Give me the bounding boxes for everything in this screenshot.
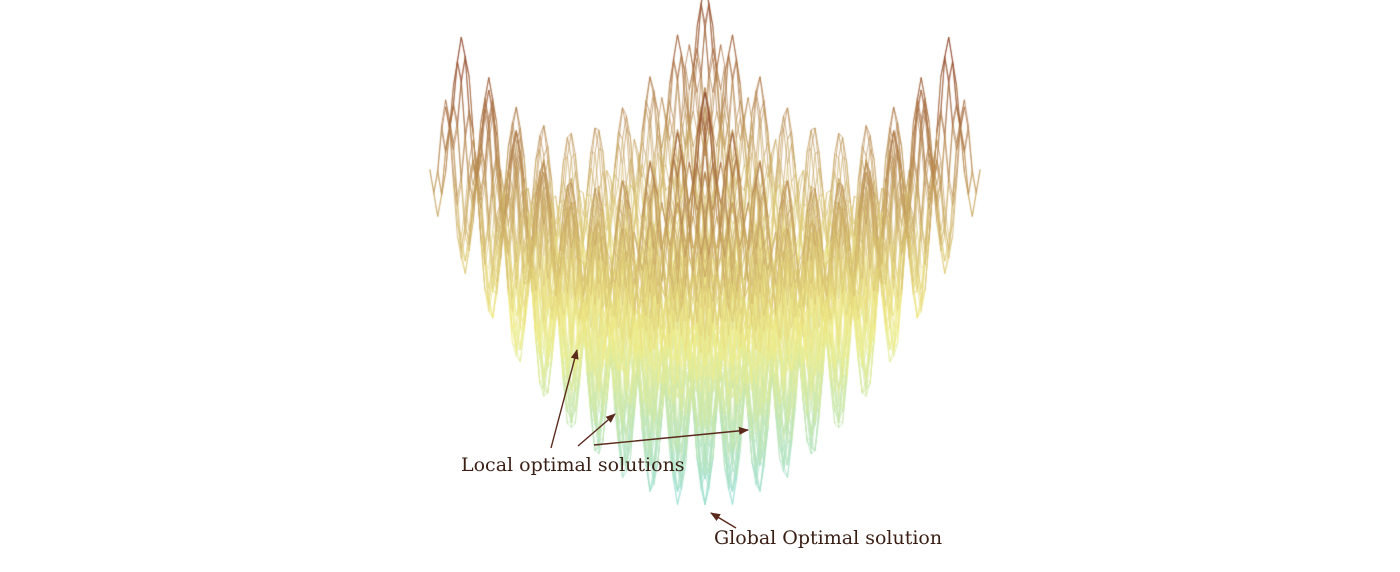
global-arrow: [710, 512, 737, 529]
local-arrow-1: [550, 349, 579, 449]
global-optimum-label: Global Optimal solution: [714, 527, 943, 549]
local-optima-label: Local optimal solutions: [461, 454, 685, 476]
local-arrow-3: [593, 426, 749, 446]
local-arrow-2: [577, 413, 616, 447]
